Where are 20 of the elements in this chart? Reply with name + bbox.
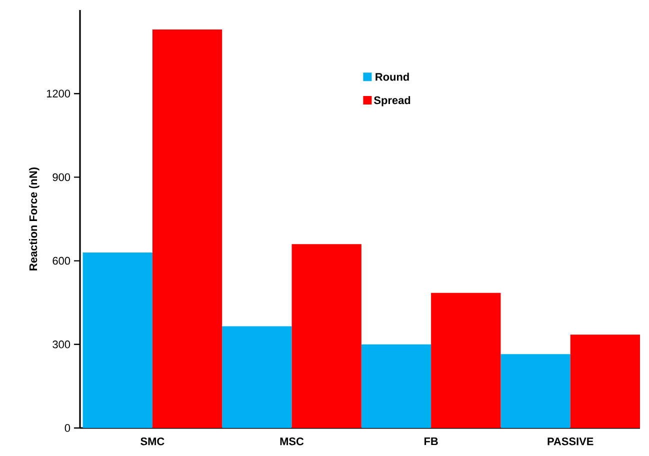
y-tick-label: 1200 (46, 90, 70, 98)
bar (500, 354, 570, 428)
bar (82, 252, 152, 428)
y-tick-label: 0 (64, 424, 70, 432)
y-axis-title: Reaction Force (nN) (29, 167, 40, 270)
x-tick-label: MSC (280, 438, 304, 446)
x-tick-label: SMC (140, 438, 164, 446)
bar (292, 244, 362, 428)
legend-label: Round (376, 72, 409, 81)
bar (361, 344, 432, 428)
y-tick-label: 900 (52, 173, 70, 182)
x-tick-label: FB (424, 438, 438, 446)
x-tick-label: PASSIVE (548, 438, 594, 446)
bar (570, 334, 640, 428)
bar (431, 292, 501, 428)
legend-label: Spread (374, 96, 410, 106)
y-tick-label: 600 (52, 256, 70, 265)
y-tick-label: 300 (52, 340, 70, 348)
bar (222, 326, 292, 428)
bar (152, 30, 222, 428)
